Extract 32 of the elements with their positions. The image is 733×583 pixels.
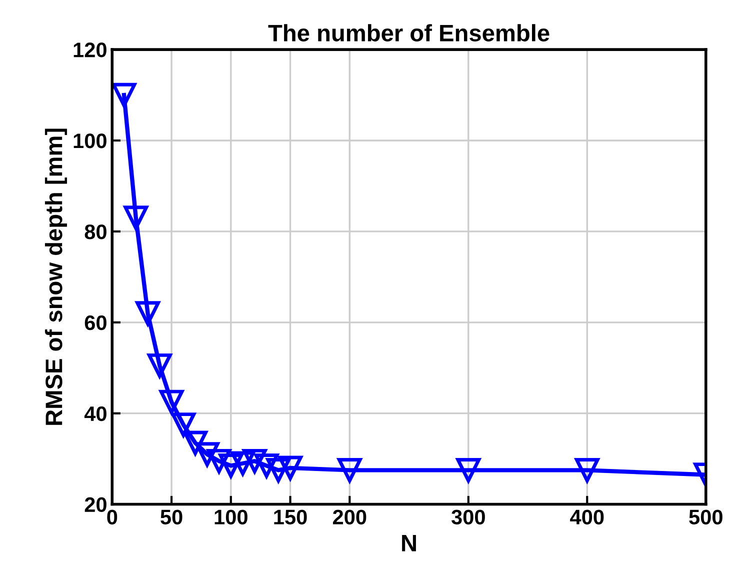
point bbox=[147, 353, 172, 378]
x-tick-label: 500 bbox=[689, 510, 722, 524]
point bbox=[230, 451, 255, 476]
x-tick-label: 200 bbox=[332, 510, 366, 524]
point bbox=[242, 448, 267, 474]
x-tick-label: 0 bbox=[107, 510, 118, 524]
point bbox=[171, 412, 196, 437]
y-tick-label: 20 bbox=[84, 497, 106, 512]
point bbox=[206, 448, 232, 474]
y-tick-label: 100 bbox=[74, 134, 106, 148]
x-tick-label: 400 bbox=[570, 510, 604, 524]
point bbox=[456, 458, 481, 482]
point bbox=[112, 82, 136, 108]
x-tick-label: 150 bbox=[274, 510, 307, 524]
y-tick-label: 120 bbox=[74, 42, 106, 58]
x-axis-title: N bbox=[402, 535, 416, 552]
point bbox=[254, 453, 279, 478]
x-tick-label: 100 bbox=[214, 510, 248, 524]
y-axis-title: RMSE of snow depth [mm] bbox=[44, 128, 67, 425]
point bbox=[574, 458, 600, 482]
x-tick-label: 50 bbox=[160, 510, 182, 524]
point bbox=[337, 458, 362, 482]
chart-title: The number of Ensemble bbox=[268, 24, 550, 42]
point bbox=[183, 430, 208, 456]
point bbox=[266, 458, 291, 482]
x-tick-label: 300 bbox=[451, 510, 485, 524]
y-tick-label: 80 bbox=[84, 224, 106, 240]
point bbox=[278, 456, 302, 480]
y-tick-label: 40 bbox=[84, 406, 106, 422]
point bbox=[159, 390, 184, 414]
y-tick-label: 60 bbox=[84, 315, 106, 330]
point bbox=[218, 453, 244, 478]
